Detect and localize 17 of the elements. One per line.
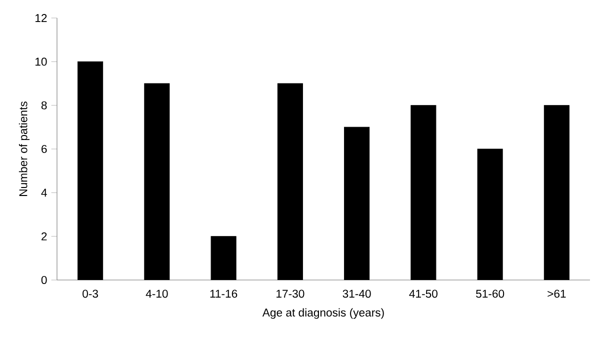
y-tick-label: 4 bbox=[41, 188, 47, 197]
x-tick-label: 11-16 bbox=[210, 290, 238, 298]
y-tick-label: 2 bbox=[42, 232, 47, 240]
x-tick-label: 31-40 bbox=[342, 290, 371, 298]
y-tick-label: 6 bbox=[42, 144, 47, 154]
y-tick-label: 12 bbox=[36, 14, 47, 22]
y-axis-title: Number of patients bbox=[18, 102, 30, 196]
x-tick-label: 0-3 bbox=[82, 290, 98, 298]
x-tick-label: 51-60 bbox=[476, 290, 504, 298]
x-axis-title: Age at diagnosis (years) bbox=[262, 308, 384, 319]
y-tick-label: 0 bbox=[41, 276, 47, 284]
x-tick-label: 4-10 bbox=[146, 290, 168, 298]
x-tick-label: >61 bbox=[548, 290, 566, 298]
y-tick-label: 8 bbox=[41, 101, 47, 110]
y-tick-label: 10 bbox=[36, 58, 47, 66]
x-tick-label: 17-30 bbox=[276, 290, 304, 298]
x-tick-label: 41-50 bbox=[409, 290, 438, 298]
